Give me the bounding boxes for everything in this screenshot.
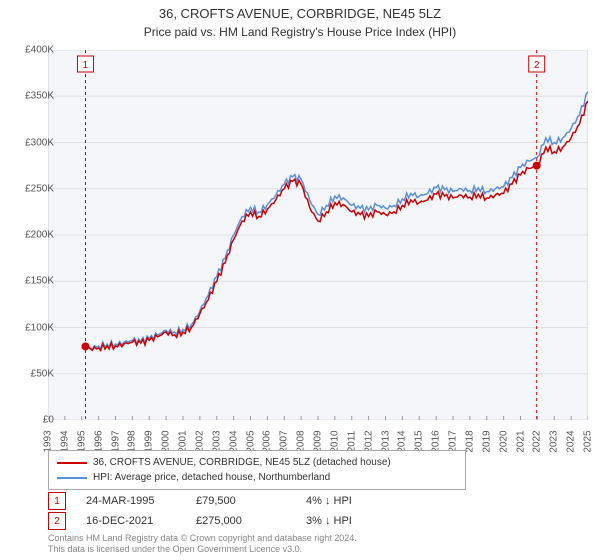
- x-tick-label: 2020: [498, 430, 509, 452]
- svg-text:1: 1: [83, 60, 89, 71]
- chart-title: 36, CROFTS AVENUE, CORBRIDGE, NE45 5LZ: [0, 0, 600, 23]
- y-tick-label: £50K: [31, 368, 54, 379]
- y-tick-label: £250K: [25, 183, 54, 194]
- footer-line-2: This data is licensed under the Open Gov…: [48, 544, 357, 556]
- legend-label-hpi: HPI: Average price, detached house, Nort…: [93, 470, 330, 485]
- y-tick-label: £300K: [25, 137, 54, 148]
- x-tick-label: 2018: [464, 430, 475, 452]
- legend: 36, CROFTS AVENUE, CORBRIDGE, NE45 5LZ (…: [48, 450, 466, 490]
- legend-row-property: 36, CROFTS AVENUE, CORBRIDGE, NE45 5LZ (…: [57, 455, 457, 470]
- chart-subtitle: Price paid vs. HM Land Registry's House …: [0, 23, 600, 39]
- sale-price-1: £79,500: [196, 495, 286, 507]
- sale-date-2: 16-DEC-2021: [86, 515, 176, 527]
- legend-swatch-hpi: [57, 477, 87, 479]
- x-tick-label: 2019: [481, 430, 492, 452]
- x-tick-label: 2024: [566, 430, 577, 452]
- x-tick-label: 2022: [532, 430, 543, 452]
- legend-label-property: 36, CROFTS AVENUE, CORBRIDGE, NE45 5LZ (…: [93, 455, 391, 470]
- sale-delta-1: 4% ↓ HPI: [306, 495, 396, 507]
- plot-area: 12: [48, 50, 588, 420]
- legend-row-hpi: HPI: Average price, detached house, Nort…: [57, 470, 457, 485]
- legend-swatch-property: [57, 462, 87, 464]
- x-tick-label: 2025: [583, 430, 594, 452]
- y-tick-label: £350K: [25, 91, 54, 102]
- sale-price-2: £275,000: [196, 515, 286, 527]
- chart-svg: 12: [48, 50, 588, 420]
- y-tick-label: £100K: [25, 322, 54, 333]
- y-tick-label: £400K: [25, 45, 54, 56]
- chart-container: 36, CROFTS AVENUE, CORBRIDGE, NE45 5LZ P…: [0, 0, 600, 560]
- svg-text:2: 2: [534, 60, 540, 71]
- footer: Contains HM Land Registry data © Crown c…: [48, 533, 357, 556]
- x-tick-label: 2023: [549, 430, 560, 452]
- sale-row-1: 1 24-MAR-1995 £79,500 4% ↓ HPI: [48, 492, 396, 510]
- sale-date-1: 24-MAR-1995: [86, 495, 176, 507]
- sale-row-2: 2 16-DEC-2021 £275,000 3% ↓ HPI: [48, 512, 396, 530]
- sale-marker-1: 1: [48, 492, 66, 510]
- sale-marker-2: 2: [48, 512, 66, 530]
- x-tick-label: 2021: [515, 430, 526, 452]
- y-tick-label: £200K: [25, 230, 54, 241]
- y-tick-label: £150K: [25, 276, 54, 287]
- sale-delta-2: 3% ↓ HPI: [306, 515, 396, 527]
- footer-line-1: Contains HM Land Registry data © Crown c…: [48, 533, 357, 545]
- y-tick-label: £0: [43, 415, 54, 426]
